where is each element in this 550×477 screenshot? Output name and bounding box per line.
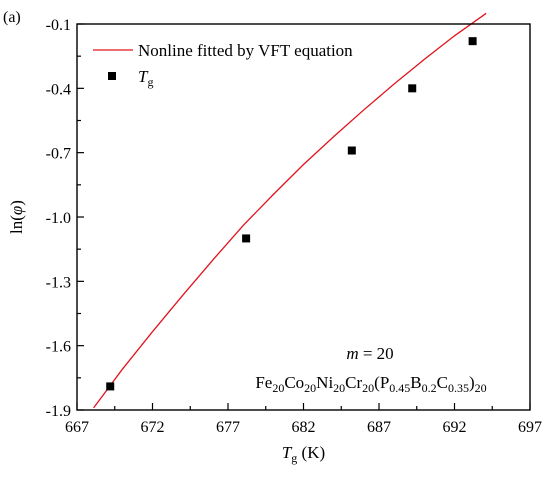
legend-marker-label-subscript: g [147, 75, 153, 89]
y-tick-label: -1.3 [46, 274, 71, 291]
x-axis-title-subscript: g [291, 451, 297, 465]
y-tick-label: -1.9 [46, 403, 71, 420]
formula-subscript: 0.2 [422, 381, 437, 395]
y-tick-label: -1.6 [46, 339, 71, 356]
x-axis-title: Tg (K) [282, 443, 325, 465]
x-tick-label: 687 [367, 419, 391, 436]
formula-subscript: 0.35 [448, 381, 469, 395]
formula-subscript: 0.45 [389, 381, 410, 395]
legend: Nonline fitted by VFT equation Tg [93, 41, 353, 89]
formula-element: C [437, 373, 448, 392]
legend-line-label: Nonline fitted by VFT equation [138, 41, 353, 60]
legend-marker-label-symbol: T [138, 67, 149, 86]
formula-subscript: 20 [362, 381, 374, 395]
tg-data-point [106, 382, 115, 391]
y-axis-title-close: ) [7, 200, 26, 206]
x-tick-label: 667 [65, 419, 89, 436]
y-tick-label: -0.4 [46, 81, 71, 98]
axis-ticks: 667 672 677 682 687 692 697 -1.9 -1.6 -1.3 -1.0 -0.… [46, 17, 542, 436]
vft-fit-line [93, 12, 487, 409]
formula-subscript: 20 [272, 381, 284, 395]
tg-data-point [242, 234, 251, 243]
y-axis-title: ln(φ) [7, 200, 26, 234]
formula-element: Ni [316, 373, 333, 392]
legend-marker-swatch [108, 72, 116, 80]
y-tick-label: -1.0 [46, 210, 71, 227]
y-tick-label: -0.7 [46, 146, 71, 163]
fragility-value: = 20 [359, 344, 394, 363]
formula-element: ) [469, 373, 475, 392]
y-tick-label: -0.1 [46, 17, 71, 34]
y-axis-title-greek: φ [7, 206, 26, 215]
tg-data-point [468, 37, 477, 46]
legend-marker-label: Tg [138, 67, 153, 89]
panel-label: (a) [3, 9, 21, 26]
fragility-symbol: m [346, 344, 358, 363]
x-tick-label: 697 [518, 419, 542, 436]
formula-subscript: 20 [475, 381, 487, 395]
formula-element: (P [374, 373, 389, 392]
x-tick-label: 692 [443, 419, 467, 436]
x-tick-label: 672 [141, 419, 165, 436]
formula-element: Cr [345, 373, 362, 392]
formula-subscript: 20 [304, 381, 316, 395]
x-tick-label: 677 [216, 419, 240, 436]
fragility-annotation: m = 20 [346, 344, 393, 363]
x-axis-title-unit: (K) [297, 443, 325, 462]
formula-element: B [410, 373, 421, 392]
alloy-formula: Fe20Co20Ni20Cr20(P0.45B0.2C0.35)20 [255, 373, 486, 395]
plot-area [93, 12, 487, 409]
tg-data-point [347, 146, 356, 155]
tg-data-point [408, 84, 417, 93]
x-axis-title-symbol: T [282, 443, 293, 462]
y-axis-title-main: ln( [7, 215, 26, 234]
x-tick-label: 682 [292, 419, 316, 436]
formula-element: Co [284, 373, 304, 392]
formula-element: Fe [255, 373, 272, 392]
formula-subscript: 20 [333, 381, 345, 395]
